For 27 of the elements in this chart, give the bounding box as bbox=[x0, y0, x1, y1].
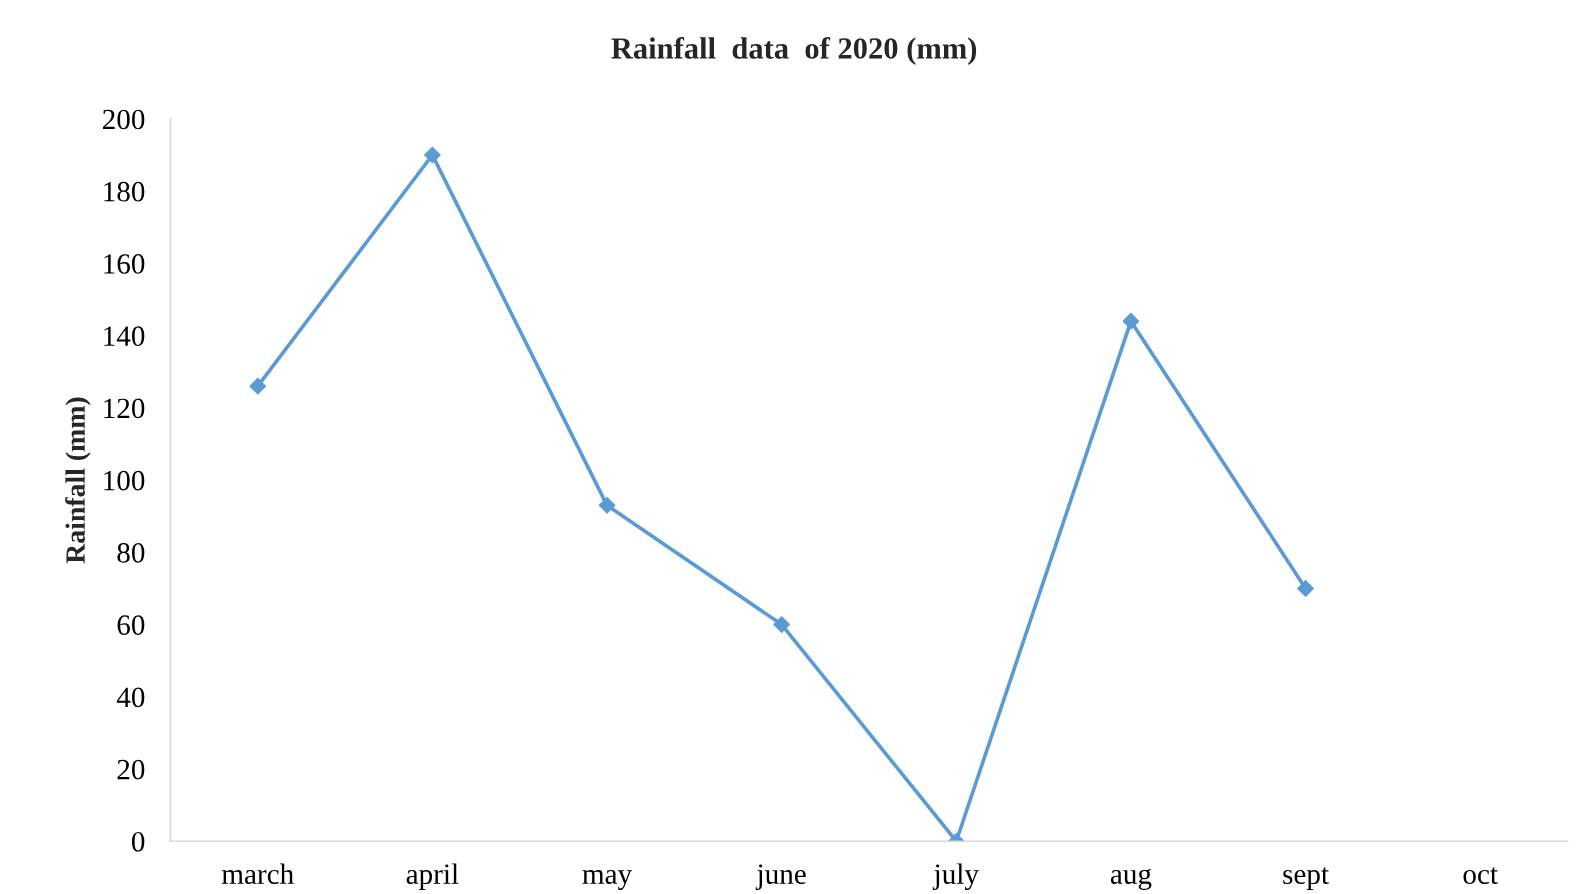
y-tick-label: 40 bbox=[116, 687, 145, 708]
point bbox=[1122, 312, 1140, 330]
y-axis-title: Rainfall (mm) bbox=[65, 397, 91, 564]
y-tick-label: 0 bbox=[131, 831, 145, 852]
point bbox=[424, 146, 441, 164]
x-tick-label: march bbox=[221, 863, 294, 884]
x-tick-label: oct bbox=[1463, 867, 1498, 884]
x-tick-label: april bbox=[406, 863, 459, 890]
point bbox=[249, 377, 267, 395]
point bbox=[598, 496, 616, 514]
y-tick-label: 20 bbox=[117, 759, 145, 780]
x-tick-label: june bbox=[755, 864, 806, 890]
y-tick-label: 200 bbox=[102, 109, 145, 130]
chart-title: Rainfall data of 2020 (mm) bbox=[611, 36, 977, 65]
x-tick-label: sept bbox=[1283, 867, 1329, 890]
x-tick-label: july bbox=[932, 863, 979, 891]
point bbox=[1297, 580, 1314, 597]
y-tick-label: 160 bbox=[104, 254, 145, 274]
y-tick-label: 180 bbox=[104, 181, 145, 202]
x-tick-label: may bbox=[582, 869, 633, 890]
x-tick-label: aug bbox=[1110, 868, 1152, 890]
y-tick-label: 100 bbox=[104, 470, 145, 491]
y-tick-label: 140 bbox=[104, 326, 145, 347]
y-tick-label: 60 bbox=[117, 615, 145, 635]
y-tick-label: 80 bbox=[117, 543, 145, 563]
point bbox=[773, 616, 791, 633]
y-tick-label: 120 bbox=[104, 398, 145, 419]
